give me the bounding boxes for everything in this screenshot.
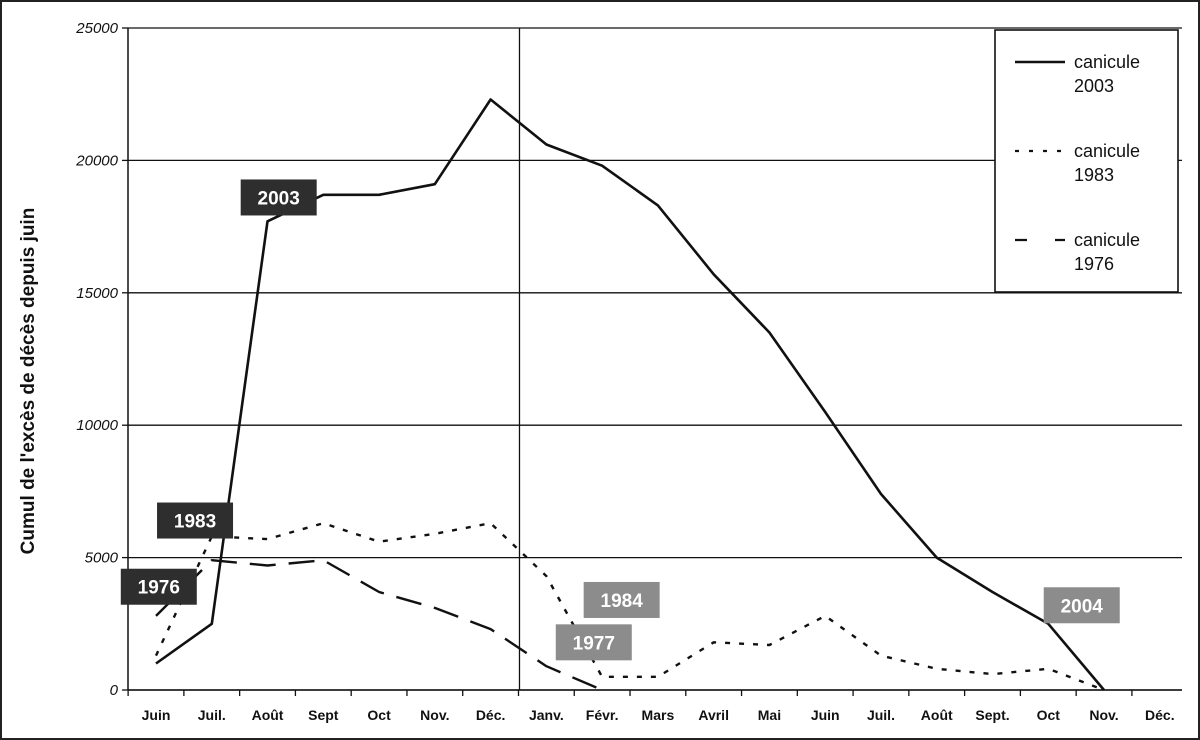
x-tick-label: Sept. bbox=[975, 707, 1009, 723]
annotation-1976: 1976 bbox=[120, 568, 197, 605]
series-line-canicule-1976 bbox=[155, 559, 603, 692]
y-tick-label: 10000 bbox=[76, 417, 118, 434]
annotation-label: 2003 bbox=[258, 188, 300, 209]
annotation-2004: 2004 bbox=[1043, 587, 1120, 624]
annotation-1984: 1984 bbox=[583, 581, 660, 618]
x-tick-label: Déc. bbox=[1145, 707, 1175, 723]
annotation-1983: 1983 bbox=[157, 502, 234, 539]
annotation-label: 2004 bbox=[1061, 596, 1104, 617]
annotation-box bbox=[555, 624, 632, 661]
annotation-1977: 1977 bbox=[555, 624, 632, 661]
y-tick-label: 0 bbox=[110, 682, 119, 699]
x-tick-label: Janv. bbox=[529, 707, 564, 723]
annotation-box bbox=[157, 502, 234, 539]
annotation-box bbox=[1043, 587, 1120, 624]
annotation-box bbox=[120, 568, 197, 605]
annotation-label: 1984 bbox=[601, 591, 644, 612]
annotation-box bbox=[240, 179, 317, 216]
x-tick-label: Févr. bbox=[586, 707, 619, 723]
x-tick-label: Mars bbox=[642, 707, 675, 723]
legend-label: canicule bbox=[1074, 230, 1140, 250]
legend: canicule 2003 canicule 1983 canicule 1976 bbox=[994, 29, 1179, 293]
annotation-box bbox=[583, 581, 660, 618]
x-tick-label: Nov. bbox=[1089, 707, 1118, 723]
x-tick-label: Juil. bbox=[198, 707, 226, 723]
annotation-2003: 2003 bbox=[240, 179, 317, 216]
x-tick-label: Juin bbox=[142, 707, 171, 723]
legend-box bbox=[994, 29, 1179, 293]
y-axis-title: Cumul de l'excès de décès depuis juin bbox=[18, 208, 39, 555]
y-tick-label: 5000 bbox=[85, 550, 119, 567]
y-tick-label: 20000 bbox=[75, 152, 118, 169]
x-tick-label: Avril bbox=[698, 707, 729, 723]
legend-label: 1976 bbox=[1074, 254, 1114, 274]
annotation-label: 1983 bbox=[174, 512, 216, 533]
x-tick-label: Mai bbox=[758, 707, 781, 723]
x-tick-label: Juin bbox=[811, 707, 840, 723]
x-tick-label: Déc. bbox=[476, 707, 506, 723]
annotation-label: 1977 bbox=[573, 633, 615, 654]
legend-label: 2003 bbox=[1074, 76, 1114, 96]
legend-label: canicule bbox=[1074, 141, 1140, 161]
x-tick-label: Août bbox=[252, 707, 284, 723]
y-tick-label: 15000 bbox=[76, 285, 118, 302]
y-tick-label: 25000 bbox=[75, 20, 118, 37]
annotation-label: 1976 bbox=[138, 578, 180, 599]
x-tick-label: Oct bbox=[367, 707, 391, 723]
legend-label: canicule bbox=[1074, 52, 1140, 72]
legend-label: 1983 bbox=[1074, 165, 1114, 185]
x-tick-label: Août bbox=[921, 707, 953, 723]
x-tick-label: Nov. bbox=[420, 707, 449, 723]
x-tick-label: Sept bbox=[308, 707, 339, 723]
series-line-canicule-1983 bbox=[154, 522, 1105, 692]
x-tick-label: Oct bbox=[1037, 707, 1061, 723]
x-tick-label: Juil. bbox=[867, 707, 895, 723]
